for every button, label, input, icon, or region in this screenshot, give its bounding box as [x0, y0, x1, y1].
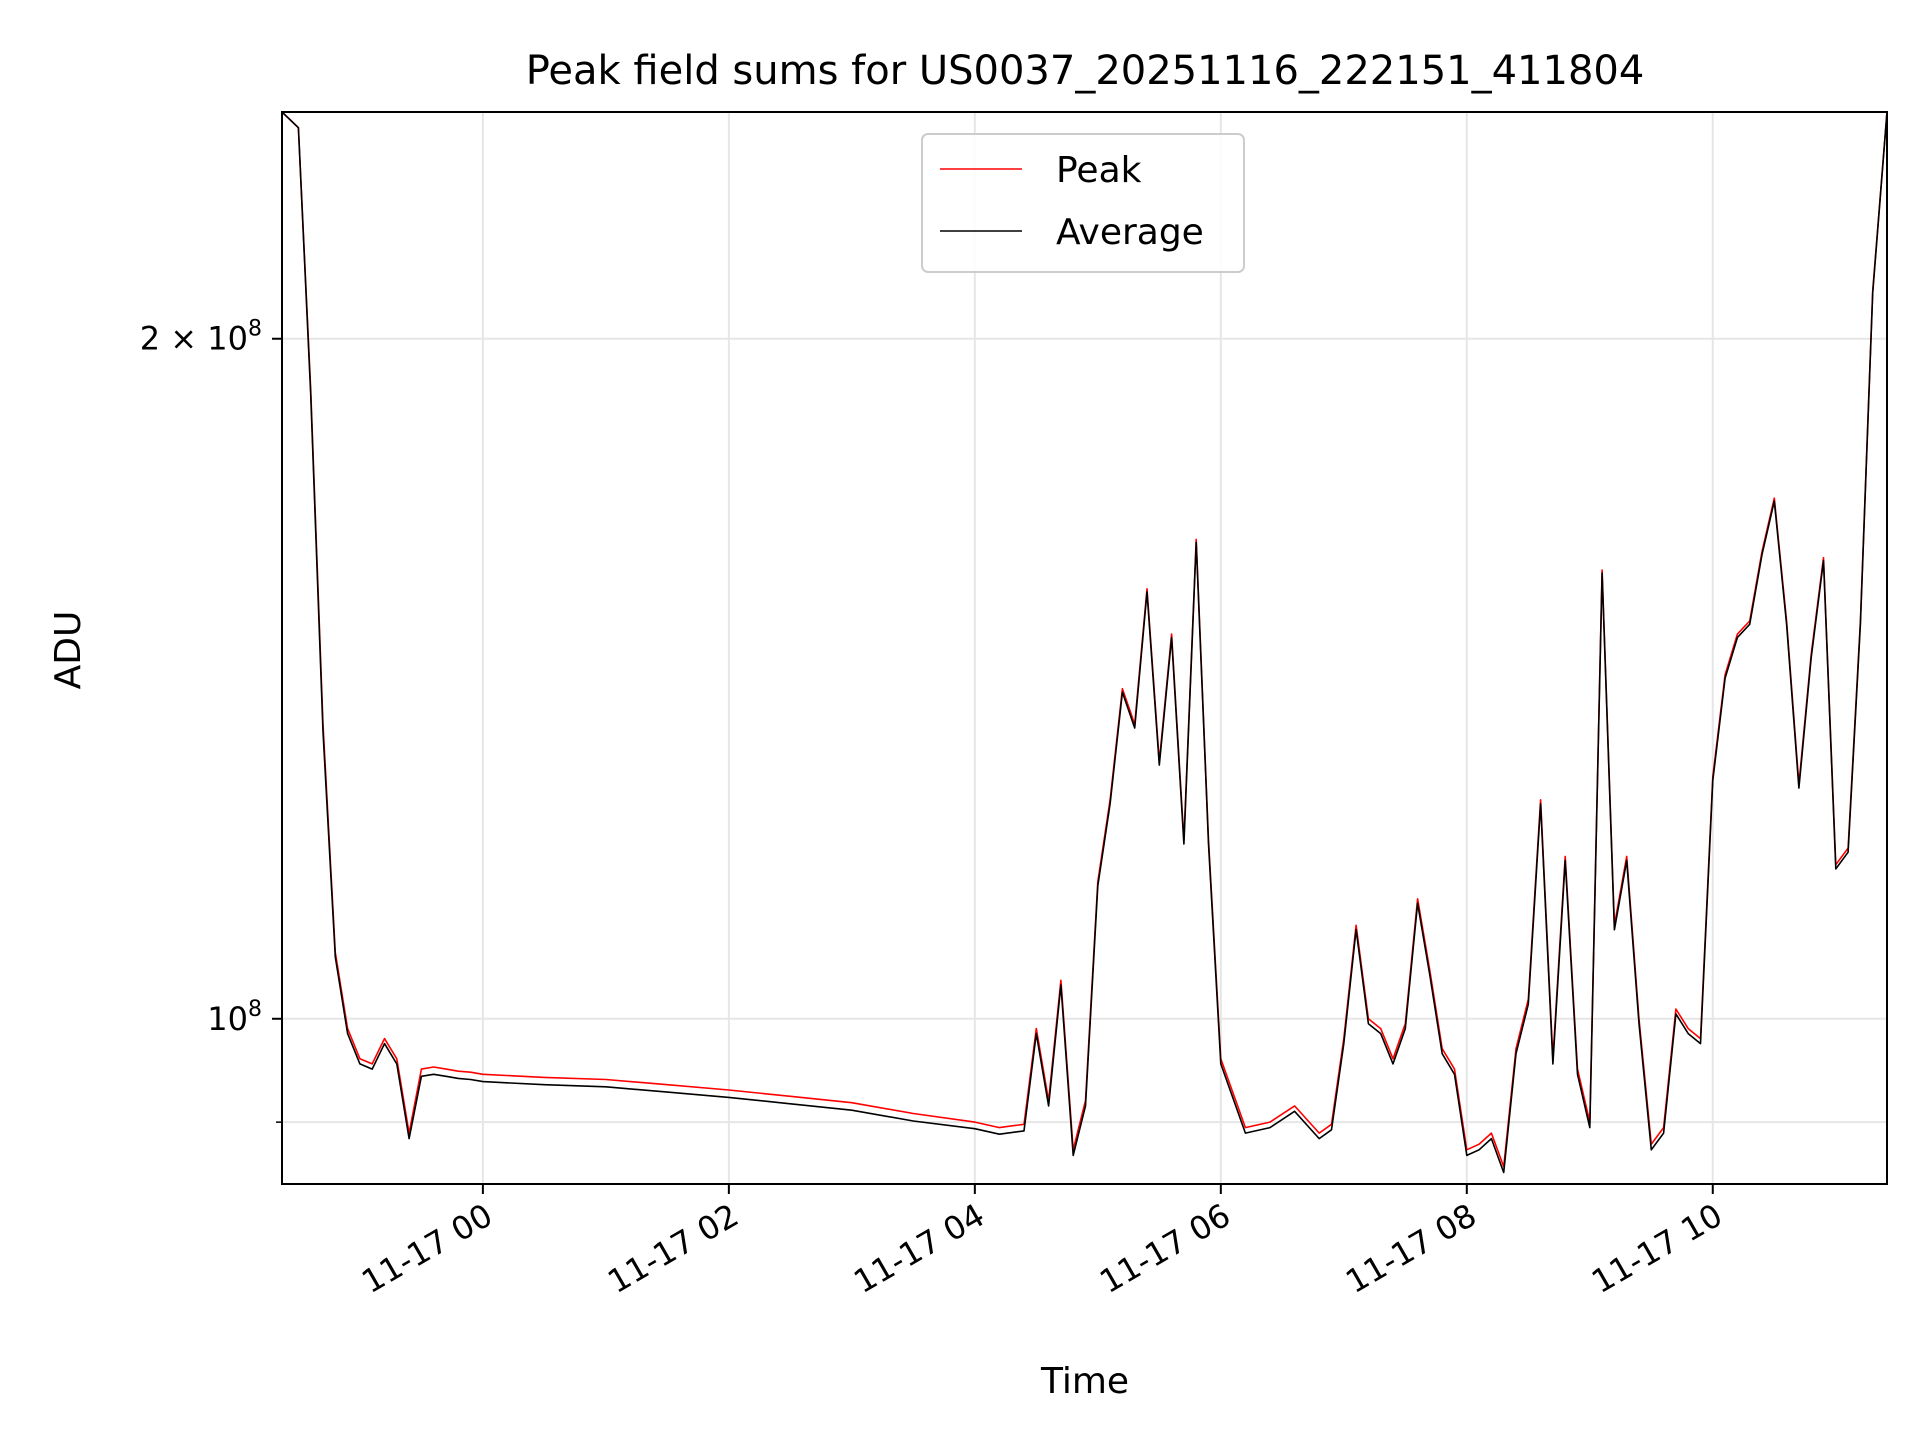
x-tick-label: 11-17 06	[1093, 1196, 1237, 1301]
x-tick-label: 11-17 10	[1585, 1196, 1729, 1301]
series-line-average	[282, 112, 1887, 1174]
y-tick-label: 108	[207, 997, 262, 1038]
x-axis: 11-17 00 11-17 02 11-17 04 11-17 06 11-17 08…	[355, 1184, 1729, 1301]
x-tick-label: 11-17 04	[847, 1196, 991, 1301]
y-axis-label: ADU	[48, 611, 89, 690]
legend-label-average: Average	[1056, 212, 1204, 253]
legend-label-peak: Peak	[1056, 150, 1142, 191]
x-tick-label: 11-17 00	[355, 1196, 499, 1301]
legend: Peak Average	[921, 133, 1245, 273]
grid	[282, 112, 1887, 1184]
series-layer	[282, 112, 1887, 1174]
y-axis: 108 2 × 108	[140, 317, 282, 1123]
chart-title: Peak field sums for US0037_20251116_2221…	[526, 48, 1645, 94]
x-tick-label: 11-17 08	[1339, 1196, 1483, 1301]
plot-frame	[281, 111, 1888, 1185]
y-tick-label: 2 × 108	[140, 317, 262, 358]
series-line-peak	[282, 112, 1887, 1168]
x-axis-label: Time	[1040, 1361, 1129, 1402]
x-tick-label: 11-17 02	[601, 1196, 745, 1301]
